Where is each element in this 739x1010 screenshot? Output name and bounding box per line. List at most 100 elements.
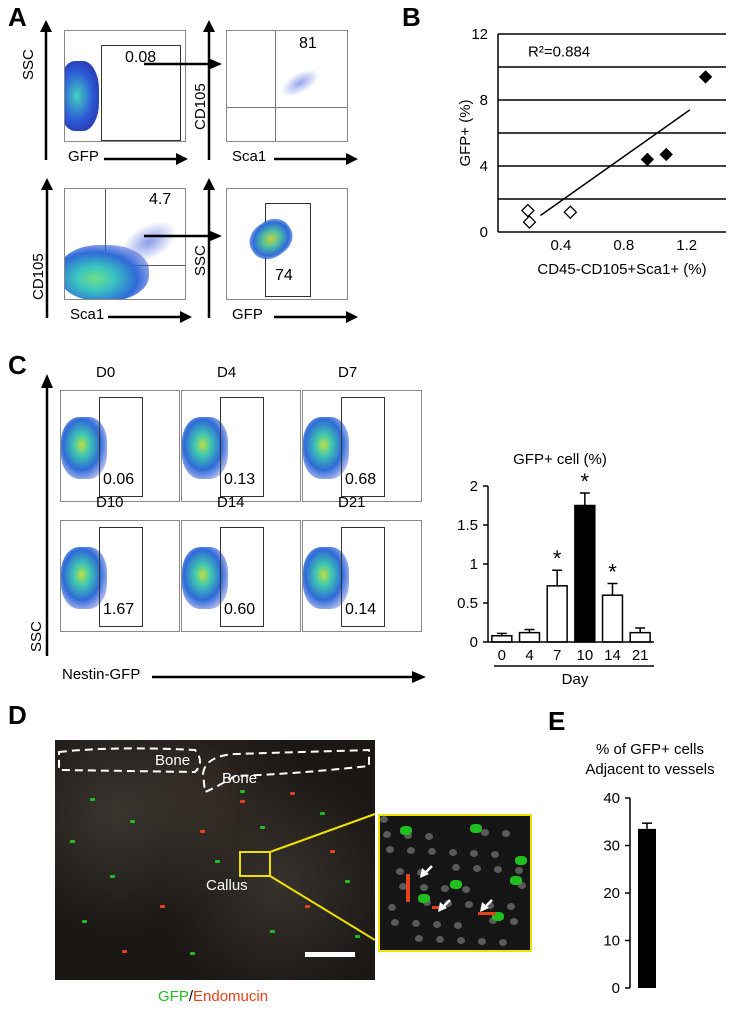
gfp-gate <box>341 527 385 627</box>
nucleus <box>481 829 489 836</box>
nucleus <box>388 904 396 911</box>
gfp-cell <box>515 856 527 865</box>
nucleus <box>417 869 425 876</box>
facs-plot: 0.13 <box>181 390 301 502</box>
arrow-head <box>420 868 429 878</box>
nucleus <box>386 846 394 853</box>
panel-a-tr-xarrow <box>274 153 358 165</box>
panel-a-gate-arrow-1 <box>144 58 222 70</box>
signal-spot <box>320 812 325 815</box>
gfp-cell <box>400 826 412 835</box>
signal-spot <box>200 830 205 833</box>
signal-spot <box>130 820 135 823</box>
y-tick-label: 20 <box>603 885 620 902</box>
bar <box>518 631 541 643</box>
panel-b-scatter-chart: 0 4 8 12 0.4 0.8 1.2 CD45-CD105+Sca1+ (%) GFP+ (… <box>457 26 726 278</box>
panel-a-tr-yarrow <box>203 20 215 160</box>
nucleus <box>396 868 404 875</box>
gfp-gate <box>99 527 143 627</box>
y-tick-label: 1 <box>470 556 478 573</box>
gate-value: 0.68 <box>345 471 377 488</box>
y-tick-label: 0 <box>612 980 620 997</box>
filled-point <box>659 147 673 162</box>
signal-spot <box>305 905 310 908</box>
gfp-gate <box>341 397 385 497</box>
panel-a-gate-arrow-2 <box>144 230 222 242</box>
nucleus <box>478 938 486 945</box>
bar <box>491 635 513 643</box>
signal-spot <box>70 840 75 843</box>
open-point <box>520 203 535 218</box>
x-tick-label: 14 <box>604 647 621 664</box>
nucleus <box>415 935 423 942</box>
panel-c-letter: C <box>8 350 27 380</box>
x-tick-label: 7 <box>553 647 561 664</box>
y-tick-label: 1.5 <box>457 517 478 534</box>
signal-spot <box>260 826 265 829</box>
day-label: D21 <box>338 494 366 511</box>
bone-label-2: Bone <box>222 770 258 787</box>
arrow-head <box>480 902 489 912</box>
panel-a-tr-plot: 81 <box>226 30 348 142</box>
facs-plot: 0.60 <box>181 520 301 632</box>
bar <box>601 594 624 643</box>
nucleus <box>515 867 523 874</box>
nucleus <box>470 850 478 857</box>
nucleus <box>510 918 518 925</box>
facs-plot: 1.67 <box>60 520 180 632</box>
bar <box>574 504 596 643</box>
micrograph-legend: GFP/Endomucin <box>158 988 268 1005</box>
x-tick-label: 21 <box>632 647 649 664</box>
nucleus <box>449 849 457 856</box>
nucleus <box>436 936 444 943</box>
nucleus <box>454 922 462 929</box>
signal-spot <box>240 790 245 793</box>
signal-spot <box>215 860 220 863</box>
gate-value: 74 <box>275 267 293 284</box>
nucleus <box>383 831 391 838</box>
nucleus <box>499 939 507 946</box>
signal-spot <box>240 800 245 803</box>
y-axis-label: GFP+ (%) <box>457 99 474 166</box>
panel-a-br-yarrow <box>203 178 215 318</box>
y-tick-label: 8 <box>480 92 488 109</box>
panel-c-xarrow <box>152 671 426 683</box>
x-tick-label: 4 <box>525 647 533 664</box>
micrograph-overlay <box>58 747 375 957</box>
panel-a-tl-xlabel: GFP <box>68 148 99 165</box>
gate-value: 1.67 <box>103 601 135 618</box>
signal-spot <box>190 952 195 955</box>
y-tick-label: 4 <box>480 158 488 175</box>
vessel <box>478 912 496 915</box>
panel-a-bl-xlabel: Sca1 <box>70 306 105 323</box>
y-tick-label: 40 <box>603 790 620 807</box>
open-point <box>563 205 578 220</box>
arrow-head <box>438 902 447 912</box>
y-tick-label: 2 <box>470 478 478 495</box>
nucleus <box>502 830 510 837</box>
panel-d-letter: D <box>8 700 27 730</box>
nucleus <box>507 903 515 910</box>
signal-spot <box>122 950 127 953</box>
signal-spot <box>82 920 87 923</box>
chart-title: GFP+ cell (%) <box>513 451 607 468</box>
panel-b-letter: B <box>402 2 421 32</box>
signal-spot <box>90 798 95 801</box>
gate-value: 0.06 <box>103 471 135 488</box>
panel-a-tr-ylabel: CD105 <box>192 83 209 130</box>
signal-spot <box>345 880 350 883</box>
nucleus <box>452 864 460 871</box>
day-label: D7 <box>338 364 358 381</box>
gfp-gate <box>101 45 181 141</box>
legend-endomucin: Endomucin <box>193 988 269 1005</box>
panel-a-tl-plot: 0.08 <box>64 30 186 142</box>
y-tick-label: 0.5 <box>457 595 478 612</box>
nucleus <box>404 832 412 839</box>
x-tick-label: 10 <box>576 647 593 664</box>
signal-spot <box>110 875 115 878</box>
nucleus <box>399 883 407 890</box>
gate-value: 0.60 <box>224 601 256 618</box>
panel-a-bl-ylabel: CD105 <box>30 253 47 300</box>
filled-point <box>640 152 655 167</box>
nucleus <box>491 851 499 858</box>
